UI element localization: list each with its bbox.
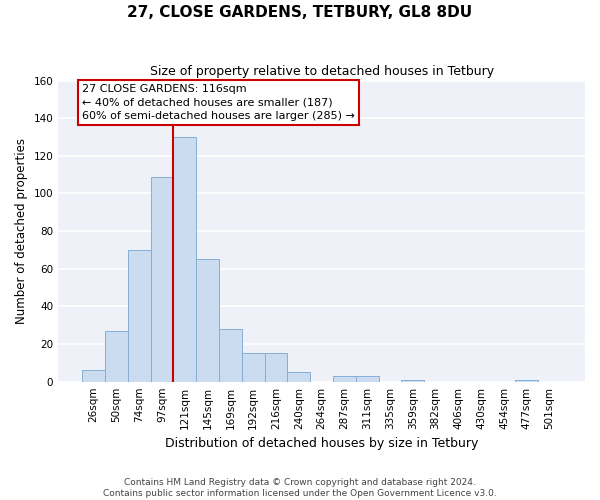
Bar (515, 380, 538, 382)
Text: 27 CLOSE GARDENS: 116sqm
← 40% of detached houses are smaller (187)
60% of semi-: 27 CLOSE GARDENS: 116sqm ← 40% of detach… (82, 84, 355, 120)
Bar (401, 380, 424, 382)
Text: 27, CLOSE GARDENS, TETBURY, GL8 8DU: 27, CLOSE GARDENS, TETBURY, GL8 8DU (127, 5, 473, 20)
Bar (356, 376, 379, 382)
Bar (333, 376, 356, 382)
Bar (82, 370, 105, 382)
Y-axis label: Number of detached properties: Number of detached properties (15, 138, 28, 324)
X-axis label: Distribution of detached houses by size in Tetbury: Distribution of detached houses by size … (165, 437, 478, 450)
Bar (105, 331, 128, 382)
Bar (242, 354, 265, 382)
Bar (219, 329, 242, 382)
Bar (173, 137, 196, 382)
Title: Size of property relative to detached houses in Tetbury: Size of property relative to detached ho… (149, 65, 494, 78)
Bar (128, 250, 151, 382)
Text: Contains HM Land Registry data © Crown copyright and database right 2024.
Contai: Contains HM Land Registry data © Crown c… (103, 478, 497, 498)
Bar (265, 354, 287, 382)
Bar (287, 372, 310, 382)
Bar (196, 260, 219, 382)
Bar (151, 176, 173, 382)
